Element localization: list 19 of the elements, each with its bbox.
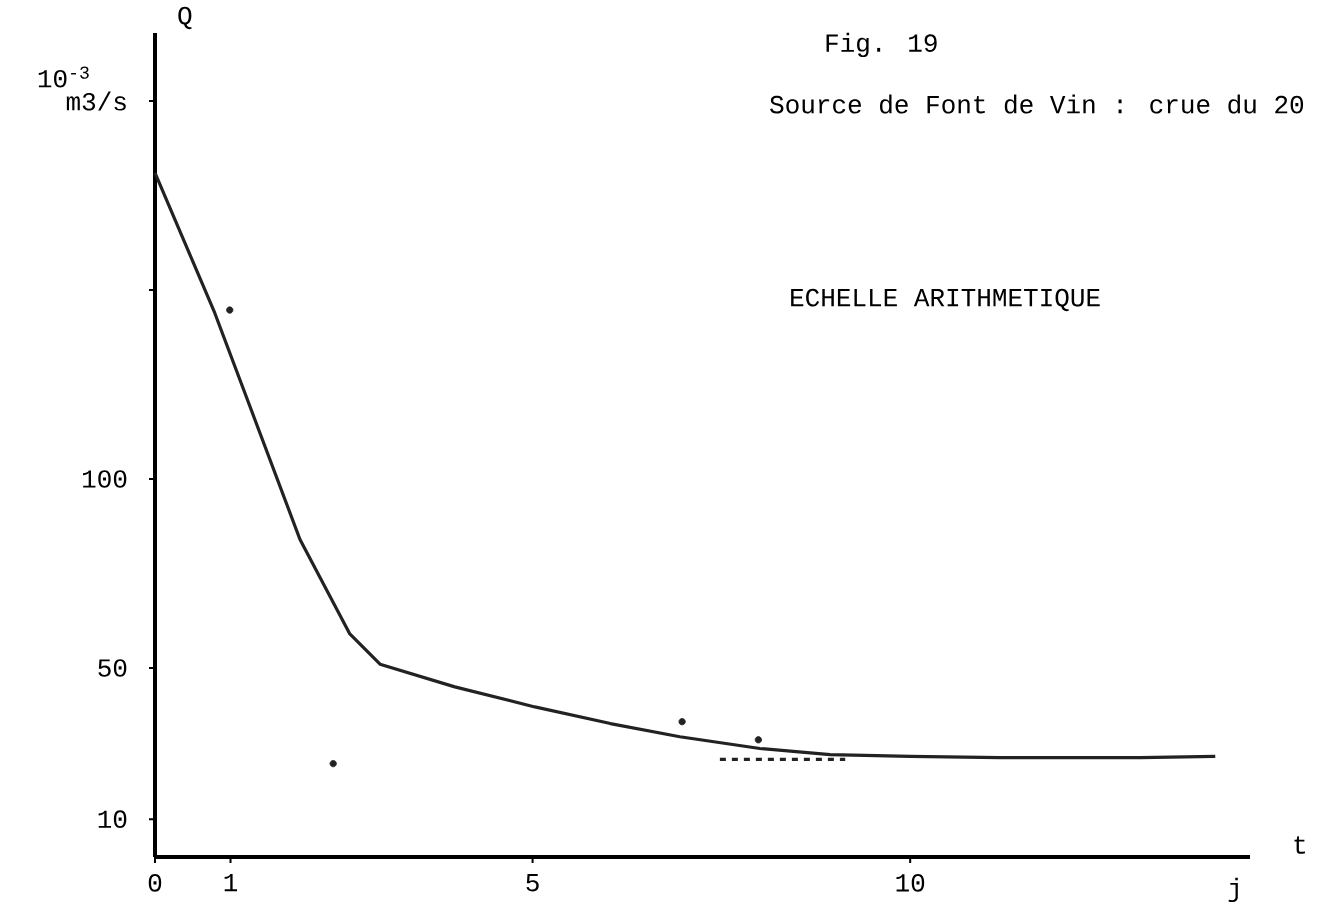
x-axis-title: t <box>1294 836 1305 854</box>
text: j <box>1228 877 1238 903</box>
y-tick-label: 100 <box>83 470 127 488</box>
point <box>329 760 337 768</box>
point <box>678 718 686 726</box>
x-tick-label: 10 <box>896 874 925 892</box>
x-tick-label: 0 <box>148 874 162 892</box>
text: Source de Font de Vin : crue du 20 <box>770 94 1304 114</box>
text: 10$^{-3}$ <box>38 66 89 88</box>
x-tick-label: 5 <box>526 874 539 892</box>
y-axis-title: Q <box>178 6 192 30</box>
chart-title: Fig. 19 <box>826 32 937 58</box>
point <box>226 306 234 314</box>
annotation: ECHELLE ARITHMETIQUE <box>791 288 1100 312</box>
point <box>754 736 762 744</box>
y-tick-label: 10 <box>98 810 127 829</box>
y-tick-label: m3/s <box>66 91 126 111</box>
y-tick-label: 50 <box>98 659 127 677</box>
x-tick-label: 1 <box>224 874 238 892</box>
